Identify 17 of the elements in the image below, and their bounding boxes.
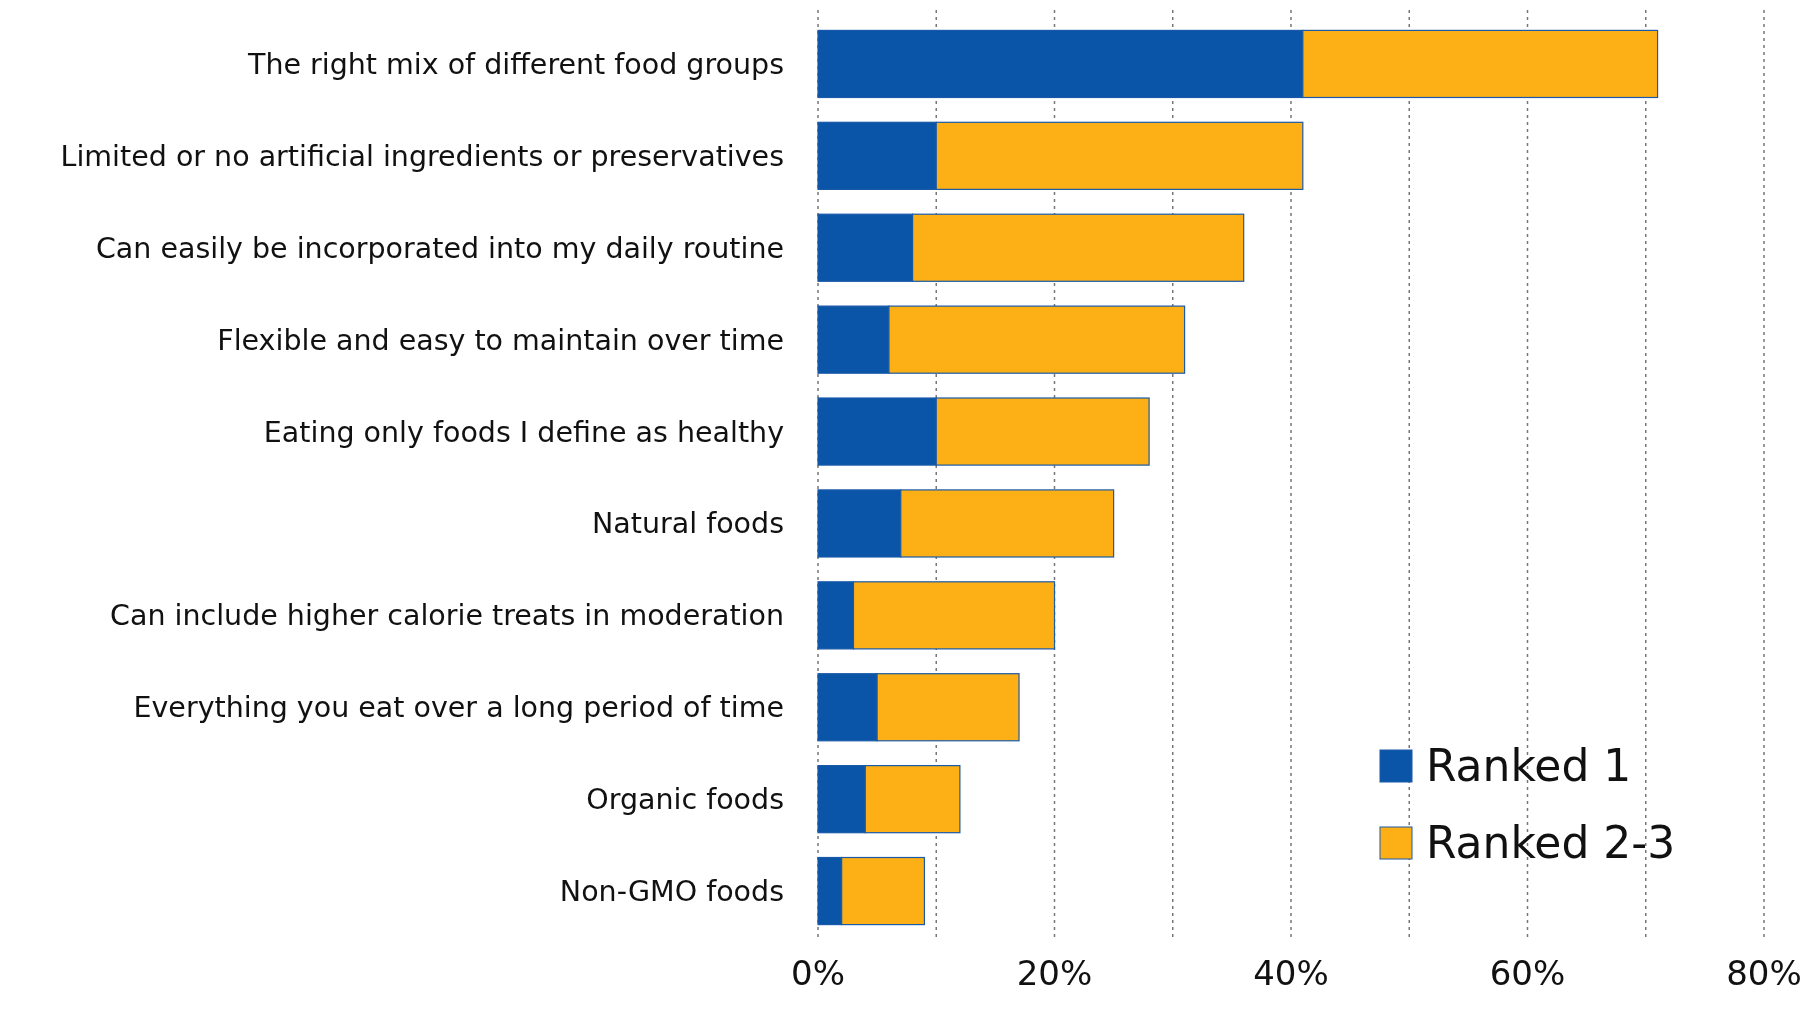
y-tick-label: Can include higher calorie treats in moderation bbox=[110, 599, 784, 633]
legend-label: Ranked 2-3 bbox=[1426, 817, 1676, 869]
legend-label: Ranked 1 bbox=[1426, 740, 1632, 792]
y-tick-label: Organic foods bbox=[586, 783, 784, 817]
y-tick-label: Everything you eat over a long period of time bbox=[133, 691, 784, 725]
x-tick-label: 60% bbox=[1489, 953, 1566, 993]
y-tick-label: Can easily be incorporated into my daily routine bbox=[95, 231, 784, 265]
y-tick-label: The right mix of different food groups bbox=[246, 47, 784, 81]
x-tick-label: 40% bbox=[1253, 953, 1329, 993]
y-tick-label: Eating only foods I define as healthy bbox=[263, 415, 785, 449]
y-tick-label: Limited or no artificial ingredients or preservatives bbox=[60, 139, 784, 173]
x-tick-label: 20% bbox=[1016, 953, 1093, 993]
x-tick-label: 0% bbox=[791, 953, 845, 993]
x-tick-label: 80% bbox=[1726, 953, 1802, 993]
y-tick-label: Flexible and easy to maintain over time bbox=[217, 323, 784, 357]
y-tick-label: Natural foods bbox=[591, 507, 784, 541]
y-tick-label: Non-GMO foods bbox=[559, 875, 784, 909]
